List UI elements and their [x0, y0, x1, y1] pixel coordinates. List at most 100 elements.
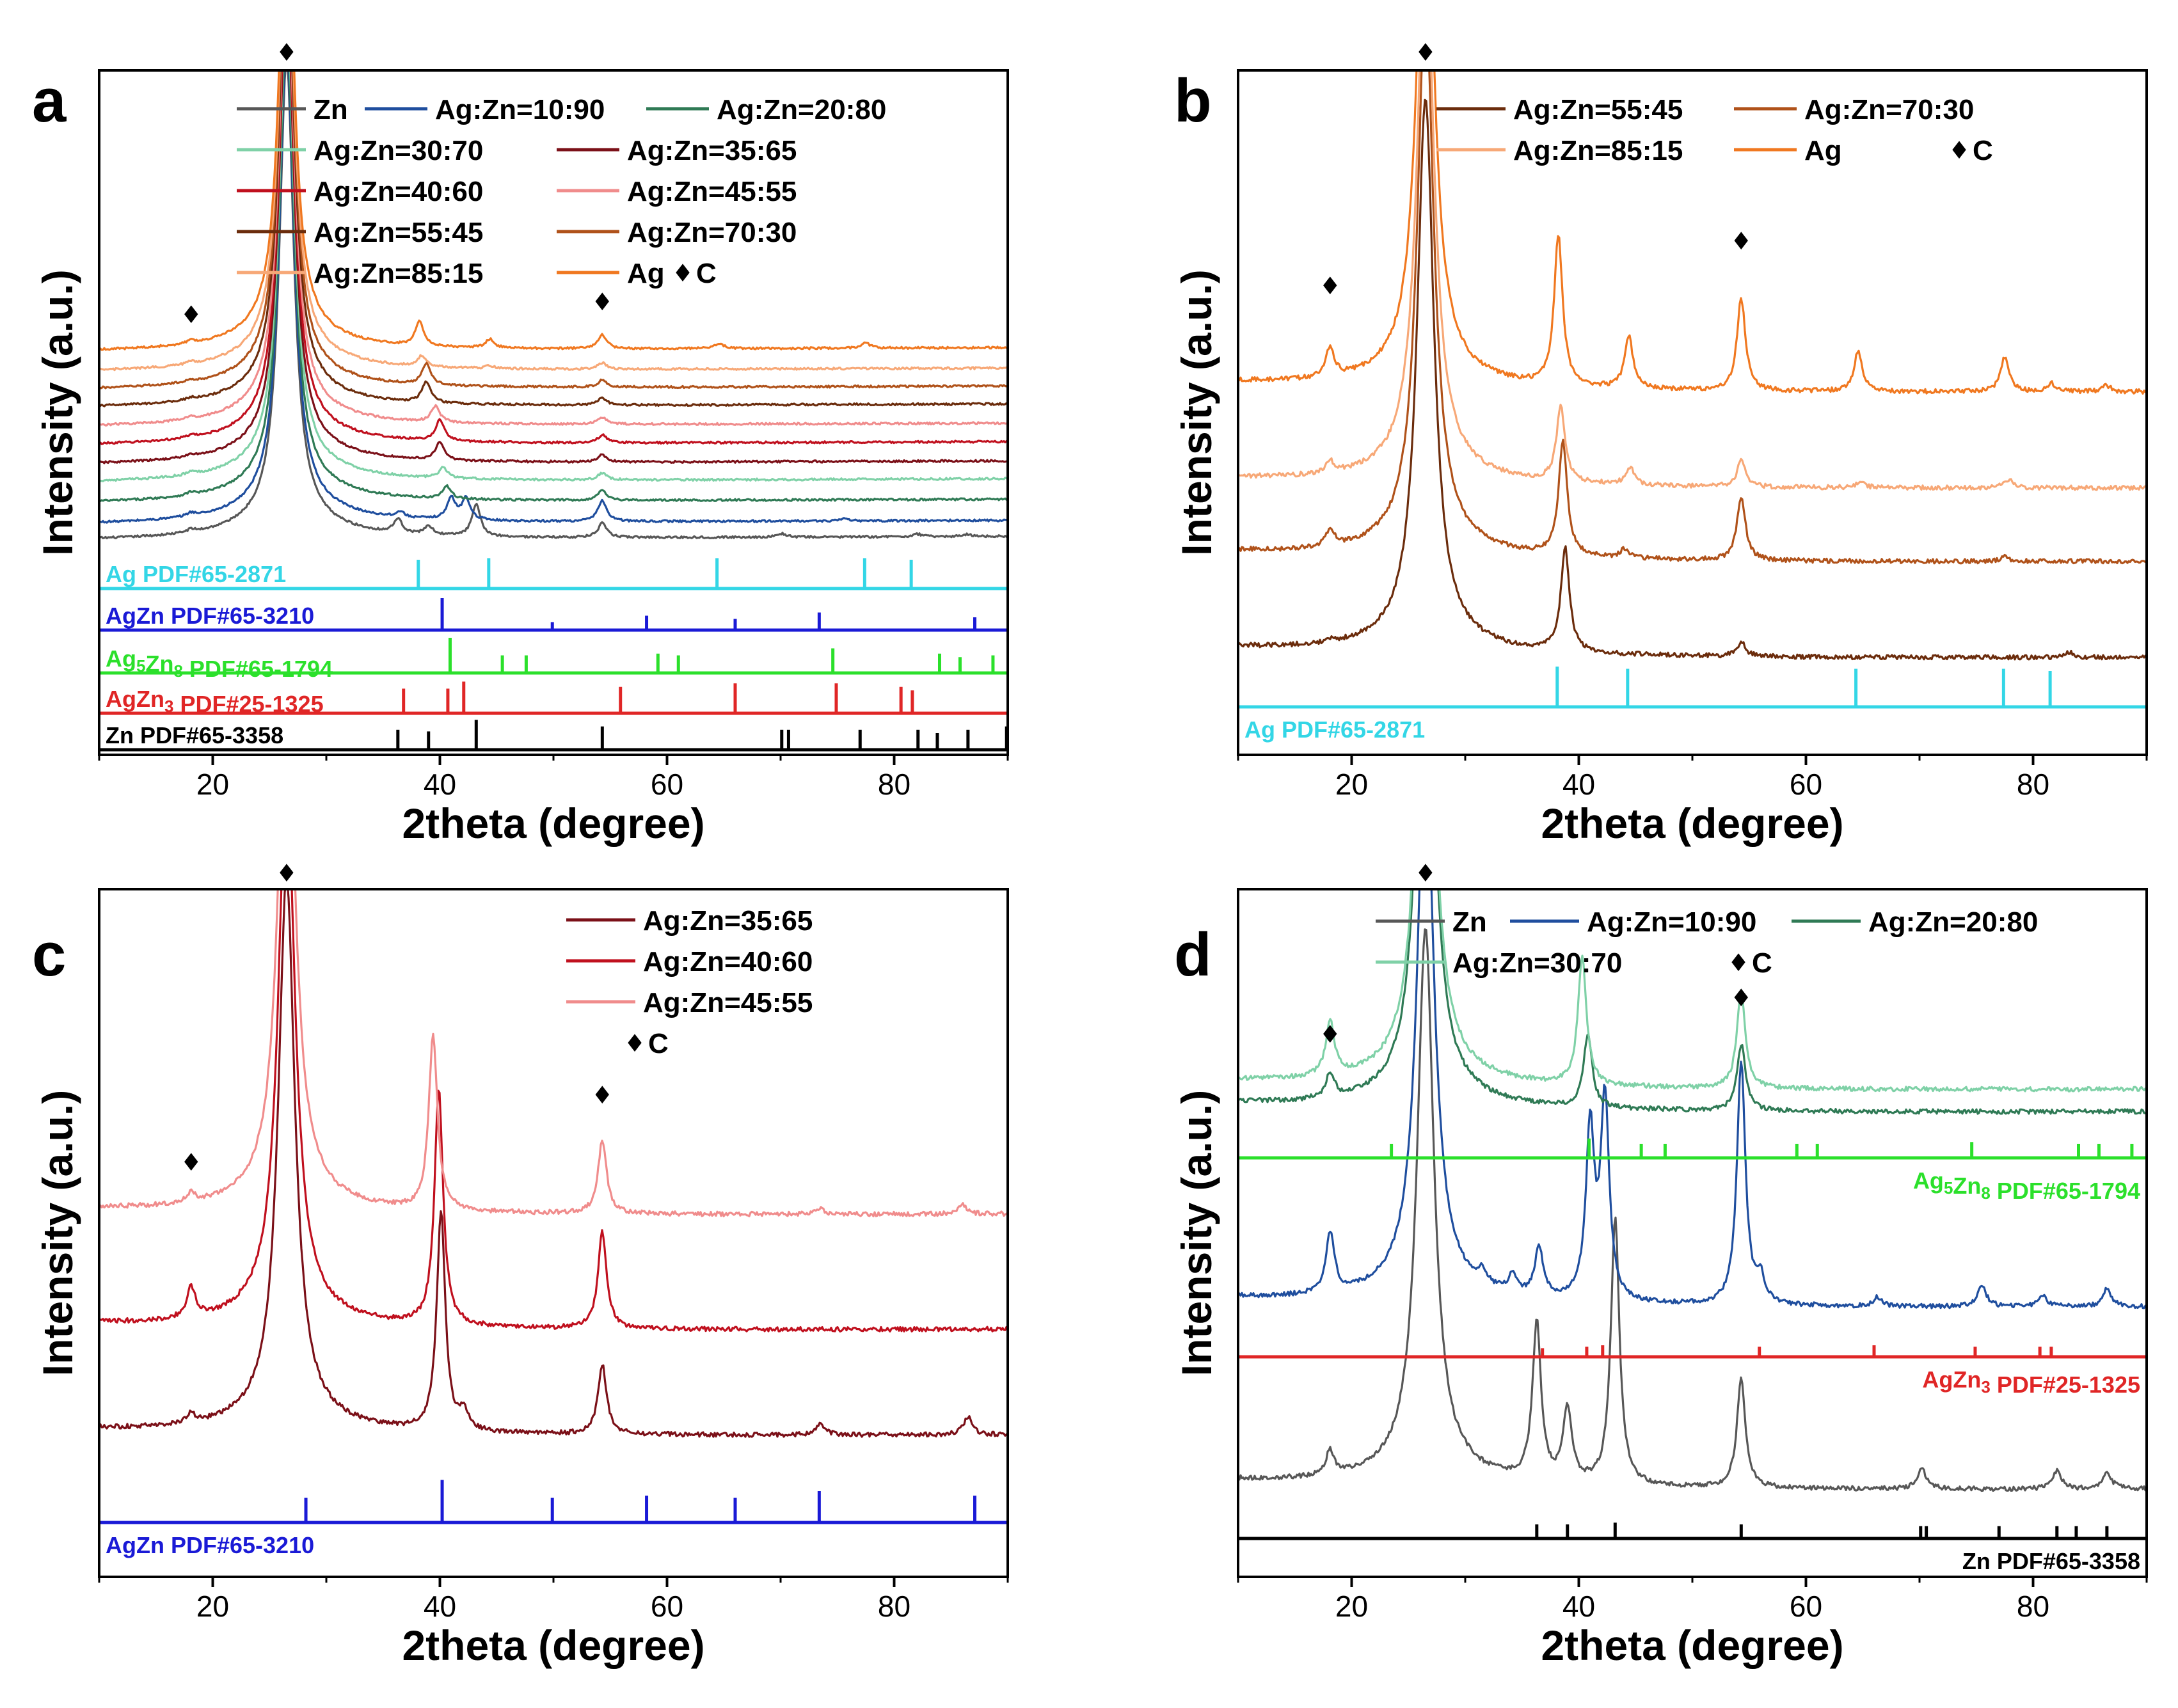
- ref-label-part: Ag: [106, 645, 136, 672]
- ref-label-agzn3-pdf-25-1325: AgZn3 PDF#25-1325: [106, 686, 324, 717]
- x-tick-label: 40: [424, 768, 456, 801]
- ref-label-part: 5: [1944, 1178, 1953, 1198]
- trace-group-a: [99, 70, 1008, 540]
- series-ag-zn-10-90: [1238, 889, 2147, 1309]
- series-ag-zn-10-90: [99, 70, 1008, 524]
- x-tick-label: 60: [1790, 768, 1822, 801]
- plot-frame-c: [98, 888, 1009, 1578]
- ref-label-part: PDF#65-1794: [1991, 1178, 2140, 1204]
- series-ag: [99, 70, 1008, 351]
- ref-label-part: Ag: [106, 686, 136, 712]
- x-axis-title: 2theta (degree): [402, 1622, 704, 1669]
- panel-label-d: d: [1174, 921, 1212, 989]
- plot-frame-b: [1237, 69, 2148, 756]
- legend-label-ag-zn-30-70: Ag:Zn=30:70: [314, 135, 483, 166]
- legend-label-ag-zn-10-90: Ag:Zn=10:90: [1587, 906, 1756, 938]
- ref-label-part: 3: [164, 697, 173, 716]
- legend-label-c: C: [1752, 947, 1772, 979]
- series-ag-zn-35-65: [99, 889, 1008, 1438]
- x-tick-label: 20: [196, 768, 229, 801]
- x-tick-label: 40: [1562, 1590, 1595, 1623]
- legend-label-ag-zn-45-55: Ag:Zn=45:55: [627, 176, 797, 207]
- x-tick-label: 80: [878, 1590, 910, 1623]
- trace-group-b: [1238, 70, 2147, 661]
- series-ag-zn-40-60: [99, 70, 1008, 445]
- series-ag-zn-70-30: [99, 70, 1008, 390]
- ref-label-agzn-pdf-65-3210: AgZn PDF#65-3210: [106, 603, 314, 629]
- c-peak-marker: ♦: [276, 859, 298, 887]
- ref-label-ag-pdf-65-2871: Ag PDF#65-2871: [106, 561, 286, 587]
- x-axis-title: 2theta (degree): [1541, 800, 1843, 847]
- ref-label-part: PDF#25-1325: [1991, 1372, 2140, 1398]
- x-tick-label: 40: [424, 1590, 456, 1623]
- legend-label-ag: Ag: [1804, 135, 1842, 166]
- ref-label-zn-pdf-65-3358: Zn PDF#65-3358: [1962, 1548, 2140, 1574]
- ref-label-ag-pdf-65-2871: Ag PDF#65-2871: [1244, 716, 1425, 743]
- trace-group-d: [1238, 889, 2147, 1492]
- ref-label-part: PDF#65-1794: [183, 656, 333, 682]
- ref-label-part: Ag: [1913, 1167, 1944, 1194]
- c-peak-marker: ♦: [1730, 227, 1752, 255]
- legend-label-c: C: [1973, 135, 1993, 166]
- series-ag-zn-20-80: [1238, 889, 2147, 1115]
- panel-a: a ♦ ♦ ♦ Ag PDF#65-2871 AgZn PDF#65-3210 Ag5Zn8…: [32, 38, 1009, 847]
- series-zn: [99, 70, 1008, 540]
- legend-label-ag-zn-40-60: Ag:Zn=40:60: [314, 176, 483, 207]
- legend-label-ag-zn-35-65: Ag:Zn=35:65: [627, 135, 797, 166]
- c-peak-marker: ♦: [1415, 38, 1436, 67]
- x-tick-label: 20: [1335, 768, 1368, 801]
- x-tick-label: 80: [2017, 768, 2049, 801]
- ref-label-part: Zn: [136, 686, 164, 712]
- y-axis-title: Intensity (a.u.): [1173, 1090, 1220, 1376]
- c-peak-marker: ♦: [1319, 272, 1341, 300]
- c-peak-marker: ♦: [1730, 984, 1752, 1012]
- y-axis-title: Intensity (a.u.): [34, 269, 81, 555]
- x-tick-label: 80: [878, 768, 910, 801]
- x-tick-label: 20: [1335, 1590, 1368, 1623]
- x-tick-label: 60: [651, 1590, 683, 1623]
- legend-marker-c: ♦: [672, 259, 694, 287]
- c-peak-marker: ♦: [276, 38, 298, 67]
- legend-label-ag-zn-40-60: Ag:Zn=40:60: [643, 946, 813, 977]
- c-peak-marker: ♦: [1319, 1020, 1341, 1048]
- c-peak-marker: ♦: [591, 288, 613, 316]
- legend-label-ag-zn-35-65: Ag:Zn=35:65: [643, 905, 813, 937]
- x-tick-label: 40: [1562, 768, 1595, 801]
- legend-marker-c: ♦: [624, 1029, 646, 1057]
- panel-c: c ♦ ♦ ♦ AgZn PDF#65-3210 20 40 60 80 2theta (degr…: [32, 859, 1009, 1669]
- c-peak-marker: ♦: [1415, 859, 1436, 887]
- c-peak-marker: ♦: [180, 1148, 202, 1176]
- legend-label-ag-zn-70-30: Ag:Zn=70:30: [1804, 94, 1974, 125]
- series-ag-zn-45-55: [99, 889, 1008, 1217]
- ref-label-part: PDF#25-1325: [173, 691, 323, 717]
- ref-label-part: Zn: [1953, 1173, 1981, 1199]
- series-ag-zn-85-15: [1238, 70, 2147, 491]
- legend-label-ag: Ag: [627, 258, 665, 289]
- x-axis-title: 2theta (degree): [1541, 1622, 1843, 1669]
- legend-label-ag-zn-10-90: Ag:Zn=10:90: [435, 94, 605, 125]
- ref-label-ag5zn8-pdf-65-1794: Ag5Zn8 PDF#65-1794: [106, 645, 333, 682]
- series-ag-zn-40-60: [99, 889, 1008, 1332]
- panel-b: b ♦ ♦ ♦ Ag PDF#65-2871 20 40 60 80 2theta (degree…: [1173, 38, 2148, 847]
- series-ag-zn-45-55: [99, 70, 1008, 427]
- legend-label-ag-zn-20-80: Ag:Zn=20:80: [1868, 906, 2038, 938]
- plot-frame-a: [98, 69, 1009, 756]
- ref-label-part: Zn: [1953, 1366, 1981, 1393]
- ref-label-ag5zn8-pdf-65-1794: Ag5Zn8 PDF#65-1794: [1913, 1167, 2140, 1204]
- legend-label-ag-zn-85-15: Ag:Zn=85:15: [1513, 135, 1683, 166]
- panel-label-a: a: [32, 67, 67, 135]
- panel-label-c: c: [32, 921, 66, 989]
- trace-group-c: [99, 889, 1008, 1438]
- ref-label-part: 8: [1981, 1183, 1990, 1203]
- x-tick-label: 60: [1790, 1590, 1822, 1623]
- ref-label-agzn3-pdf-25-1325: AgZn3 PDF#25-1325: [1922, 1366, 2140, 1398]
- series-ag-zn-30-70: [99, 70, 1008, 482]
- x-tick-label: 60: [651, 768, 683, 801]
- x-tick-label: 80: [2017, 1590, 2049, 1623]
- ref-label-zn-pdf-65-3358: Zn PDF#65-3358: [106, 722, 283, 748]
- c-peak-marker: ♦: [591, 1081, 613, 1109]
- legend-label-ag-zn-55-45: Ag:Zn=55:45: [1513, 94, 1683, 125]
- x-axis-title: 2theta (degree): [402, 800, 704, 847]
- series-ag-zn-30-70: [1238, 889, 2147, 1093]
